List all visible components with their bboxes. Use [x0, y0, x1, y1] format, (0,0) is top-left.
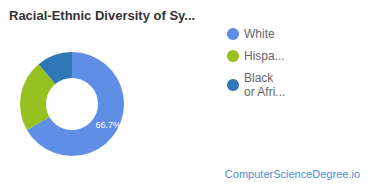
svg-text:Racial-Ethnic Diversity of Sy.: Racial-Ethnic Diversity of Sy...: [9, 8, 195, 23]
svg-text:Hispa...: Hispa...: [244, 49, 285, 63]
svg-text:ComputerScienceDegree.io: ComputerScienceDegree.io: [225, 168, 360, 180]
svg-text:White: White: [244, 27, 275, 41]
svg-text:66.7%: 66.7%: [96, 120, 122, 130]
svg-text:Black: Black: [244, 71, 274, 85]
svg-text:or Afri...: or Afri...: [244, 85, 285, 99]
